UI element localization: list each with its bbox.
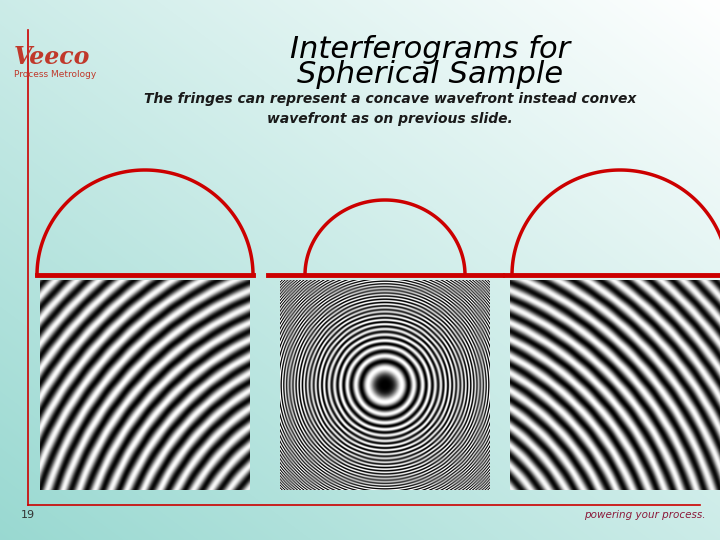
- Text: The fringes can represent a concave wavefront instead convex
wavefront as on pre: The fringes can represent a concave wave…: [144, 92, 636, 125]
- Text: Spherical Sample: Spherical Sample: [297, 60, 563, 89]
- Text: powering your process.: powering your process.: [585, 510, 706, 520]
- Text: 19: 19: [21, 510, 35, 520]
- Text: Process Metrology: Process Metrology: [14, 70, 96, 79]
- Text: Veeco: Veeco: [14, 45, 91, 69]
- Text: Interferograms for: Interferograms for: [290, 35, 570, 64]
